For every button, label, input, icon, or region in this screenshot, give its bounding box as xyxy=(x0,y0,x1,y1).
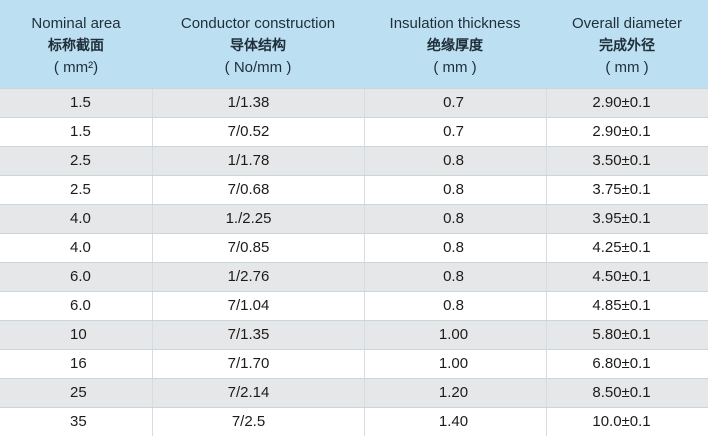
table-row: 16 7/1.70 1.00 6.80±0.1 xyxy=(0,349,708,378)
cell-conductor-construction: 1./2.25 xyxy=(152,205,364,233)
cell-conductor-construction: 1/1.78 xyxy=(152,147,364,175)
table-header: Nominal area 标称截面 ( mm²) Conductor const… xyxy=(0,0,708,88)
cell-nominal-area: 4.0 xyxy=(70,210,91,227)
cell-conductor-construction: 7/0.68 xyxy=(152,176,364,204)
cell-nominal-area: 2.5 xyxy=(70,181,91,198)
header-conductor-construction: Conductor construction 导体结构 ( No/mm ) xyxy=(152,0,364,88)
cell-conductor-construction: 1/1.38 xyxy=(152,89,364,117)
table-row: 4.0 7/0.85 0.8 4.25±0.1 xyxy=(0,233,708,262)
header-overall-diameter-zh: 完成外径 xyxy=(599,38,655,54)
cell-nominal-area: 6.0 xyxy=(70,268,91,285)
table-row: 2.5 1/1.78 0.8 3.50±0.1 xyxy=(0,146,708,175)
cell-insulation-thickness: 0.8 xyxy=(364,263,546,291)
table-row: 6.0 7/1.04 0.8 4.85±0.1 xyxy=(0,291,708,320)
header-overall-diameter: Overall diameter 完成外径 ( mm ) xyxy=(546,0,708,88)
table-row: 6.0 1/2.76 0.8 4.50±0.1 xyxy=(0,262,708,291)
header-insulation-thickness-unit: ( mm ) xyxy=(433,59,477,76)
cell-nominal-area: 6.0 xyxy=(70,297,91,314)
cell-overall-diameter: 3.75±0.1 xyxy=(546,176,708,204)
cell-overall-diameter: 6.80±0.1 xyxy=(546,350,708,378)
cell-overall-diameter: 4.50±0.1 xyxy=(546,263,708,291)
cell-overall-diameter: 10.0±0.1 xyxy=(546,408,708,436)
cell-conductor-construction: 7/0.52 xyxy=(152,118,364,146)
header-nominal-area-unit: ( mm²) xyxy=(53,59,99,76)
header-nominal-area-en: Nominal area xyxy=(31,15,121,32)
header-overall-diameter-unit: ( mm ) xyxy=(605,59,649,76)
cell-conductor-construction: 1/2.76 xyxy=(152,263,364,291)
cell-nominal-area: 2.5 xyxy=(70,152,91,169)
cell-nominal-area: 1.5 xyxy=(70,94,91,111)
header-nominal-area: Nominal area 标称截面 ( mm²) xyxy=(0,0,152,88)
cell-insulation-thickness: 0.7 xyxy=(364,89,546,117)
cell-overall-diameter: 4.25±0.1 xyxy=(546,234,708,262)
cell-insulation-thickness: 0.8 xyxy=(364,234,546,262)
cell-overall-diameter: 2.90±0.1 xyxy=(546,118,708,146)
header-nominal-area-zh: 标称截面 xyxy=(48,38,104,54)
cell-overall-diameter: 2.90±0.1 xyxy=(546,89,708,117)
cell-nominal-area: 4.0 xyxy=(70,239,91,256)
cell-insulation-thickness: 1.20 xyxy=(364,379,546,407)
table-row: 1.5 1/1.38 0.7 2.90±0.1 xyxy=(0,88,708,117)
cell-conductor-construction: 7/1.35 xyxy=(152,321,364,349)
cell-nominal-area: 25 xyxy=(70,384,87,401)
cell-conductor-construction: 7/2.5 xyxy=(152,408,364,436)
cell-insulation-thickness: 1.00 xyxy=(364,321,546,349)
cell-conductor-construction: 7/1.04 xyxy=(152,292,364,320)
cell-overall-diameter: 5.80±0.1 xyxy=(546,321,708,349)
cell-overall-diameter: 3.50±0.1 xyxy=(546,147,708,175)
cell-insulation-thickness: 0.8 xyxy=(364,205,546,233)
table-row: 35 7/2.5 1.40 10.0±0.1 xyxy=(0,407,708,436)
cell-insulation-thickness: 1.40 xyxy=(364,408,546,436)
header-insulation-thickness-en: Insulation thickness xyxy=(389,15,521,32)
cell-insulation-thickness: 0.8 xyxy=(364,147,546,175)
cell-nominal-area: 10 xyxy=(70,326,87,343)
table-row: 25 7/2.14 1.20 8.50±0.1 xyxy=(0,378,708,407)
cell-nominal-area: 35 xyxy=(70,413,87,430)
header-conductor-construction-zh: 导体结构 xyxy=(230,38,286,54)
cell-insulation-thickness: 1.00 xyxy=(364,350,546,378)
cell-conductor-construction: 7/0.85 xyxy=(152,234,364,262)
cell-conductor-construction: 7/2.14 xyxy=(152,379,364,407)
header-insulation-thickness-zh: 绝缘厚度 xyxy=(427,38,483,54)
header-overall-diameter-en: Overall diameter xyxy=(571,15,683,32)
table-row: 10 7/1.35 1.00 5.80±0.1 xyxy=(0,320,708,349)
cell-conductor-construction: 7/1.70 xyxy=(152,350,364,378)
header-insulation-thickness: Insulation thickness 绝缘厚度 ( mm ) xyxy=(364,0,546,88)
cell-overall-diameter: 3.95±0.1 xyxy=(546,205,708,233)
table-row: 4.0 1./2.25 0.8 3.95±0.1 xyxy=(0,204,708,233)
header-conductor-construction-en: Conductor construction xyxy=(180,15,336,32)
cell-nominal-area: 16 xyxy=(70,355,87,372)
table-row: 1.5 7/0.52 0.7 2.90±0.1 xyxy=(0,117,708,146)
cell-overall-diameter: 4.85±0.1 xyxy=(546,292,708,320)
table-row: 2.5 7/0.68 0.8 3.75±0.1 xyxy=(0,175,708,204)
header-conductor-construction-unit: ( No/mm ) xyxy=(224,59,292,76)
cell-insulation-thickness: 0.8 xyxy=(364,176,546,204)
cell-nominal-area: 1.5 xyxy=(70,123,91,140)
cell-insulation-thickness: 0.7 xyxy=(364,118,546,146)
cell-insulation-thickness: 0.8 xyxy=(364,292,546,320)
cell-overall-diameter: 8.50±0.1 xyxy=(546,379,708,407)
